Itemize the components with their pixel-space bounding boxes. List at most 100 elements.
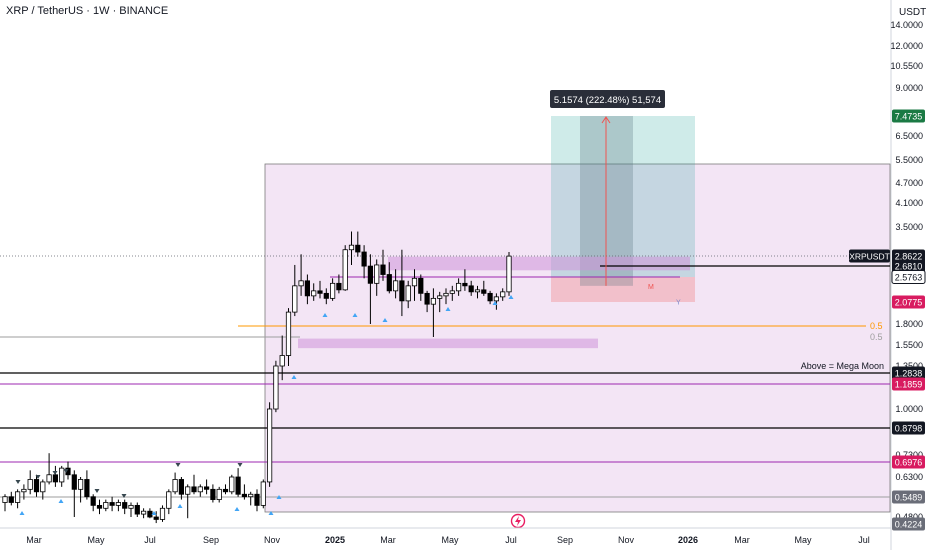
- candle-body[interactable]: [367, 265, 374, 284]
- candle-body[interactable]: [279, 355, 285, 367]
- candle-body[interactable]: [21, 488, 27, 493]
- currency-label[interactable]: USDT: [899, 7, 927, 18]
- candle-body[interactable]: [449, 290, 455, 294]
- candle-body[interactable]: [109, 502, 115, 506]
- candle-body[interactable]: [285, 311, 292, 356]
- candle-body[interactable]: [203, 486, 210, 490]
- candle-body[interactable]: [248, 493, 254, 498]
- candle-body[interactable]: [166, 491, 172, 509]
- candle-body[interactable]: [46, 474, 52, 483]
- candle-body[interactable]: [78, 479, 84, 490]
- candle-body[interactable]: [90, 496, 96, 506]
- candle-body[interactable]: [292, 285, 298, 313]
- stop-zone[interactable]: [551, 277, 695, 302]
- candle-body[interactable]: [241, 493, 247, 498]
- candle-body[interactable]: [437, 295, 443, 299]
- candle-body[interactable]: [59, 467, 65, 483]
- candle-body[interactable]: [8, 496, 14, 503]
- candle-body[interactable]: [317, 290, 323, 294]
- candle-body[interactable]: [443, 292, 449, 297]
- candle-body[interactable]: [128, 504, 134, 509]
- candle-body[interactable]: [222, 488, 229, 493]
- candle-body[interactable]: [399, 280, 405, 302]
- candle-body[interactable]: [153, 516, 159, 520]
- candle-body[interactable]: [84, 479, 90, 498]
- candle-body[interactable]: [418, 277, 424, 294]
- candle-body[interactable]: [468, 285, 474, 293]
- candle-body[interactable]: [134, 504, 140, 515]
- candle-body[interactable]: [229, 476, 235, 493]
- candle-body[interactable]: [115, 502, 121, 506]
- candle-body[interactable]: [506, 255, 512, 293]
- candle-body[interactable]: [103, 502, 109, 509]
- candle-body[interactable]: [235, 476, 241, 495]
- candle-body[interactable]: [2, 496, 8, 503]
- candle-body[interactable]: [323, 292, 329, 299]
- candle-body[interactable]: [430, 297, 437, 305]
- candle-body[interactable]: [197, 486, 203, 493]
- price-label-box[interactable]: [892, 249, 925, 263]
- candle-body[interactable]: [355, 244, 361, 253]
- range-zone-box[interactable]: [264, 163, 891, 513]
- candle-body[interactable]: [298, 280, 304, 287]
- candle-body[interactable]: [140, 510, 147, 515]
- candle-body[interactable]: [159, 507, 166, 520]
- price-label-box[interactable]: [892, 295, 925, 309]
- candle-body[interactable]: [260, 481, 266, 506]
- candle-body[interactable]: [147, 510, 153, 518]
- candle-body[interactable]: [361, 251, 367, 267]
- price-label-box[interactable]: [891, 270, 926, 284]
- demand-bar[interactable]: [298, 338, 598, 349]
- candle-body[interactable]: [487, 292, 493, 302]
- candle-body[interactable]: [33, 479, 40, 493]
- candle-body[interactable]: [27, 479, 33, 490]
- candle-body[interactable]: [336, 282, 342, 291]
- price-label-box[interactable]: [892, 366, 925, 380]
- candle-body[interactable]: [474, 289, 481, 293]
- candle-body[interactable]: [191, 486, 197, 493]
- candle-body[interactable]: [424, 292, 430, 305]
- candle-body[interactable]: [374, 264, 380, 284]
- candle-body[interactable]: [40, 481, 46, 493]
- candle-body[interactable]: [304, 280, 311, 297]
- price-label-box[interactable]: [892, 421, 925, 435]
- candle-body[interactable]: [178, 479, 184, 495]
- price-label-box[interactable]: [892, 490, 925, 504]
- candle-body[interactable]: [122, 502, 128, 509]
- candle-body[interactable]: [493, 296, 500, 302]
- candle-body[interactable]: [342, 249, 348, 291]
- candle-body[interactable]: [380, 264, 386, 275]
- candle-body[interactable]: [273, 365, 279, 410]
- price-label-box[interactable]: [892, 259, 925, 273]
- candle-body[interactable]: [329, 282, 336, 299]
- symbol-tag-box[interactable]: [849, 249, 890, 263]
- price-label-box[interactable]: [892, 377, 925, 391]
- candle-body[interactable]: [386, 274, 392, 292]
- candle-body[interactable]: [14, 491, 21, 503]
- target-zone[interactable]: [551, 116, 695, 277]
- candle-body[interactable]: [96, 504, 103, 509]
- candle-body[interactable]: [210, 488, 216, 500]
- candle-body[interactable]: [411, 277, 418, 287]
- candle-body[interactable]: [500, 291, 506, 298]
- candle-body[interactable]: [462, 282, 468, 287]
- candle-body[interactable]: [71, 474, 77, 490]
- candle-body[interactable]: [172, 479, 178, 493]
- candle-body[interactable]: [266, 408, 273, 483]
- candle-body[interactable]: [52, 474, 59, 483]
- candle-body[interactable]: [348, 244, 355, 251]
- candle-body[interactable]: [216, 488, 222, 500]
- candle-body[interactable]: [455, 282, 462, 292]
- candle-body[interactable]: [392, 280, 399, 292]
- candle-body[interactable]: [185, 486, 191, 495]
- time-tick-label: Mar: [26, 535, 42, 545]
- price-label-box[interactable]: [892, 455, 925, 469]
- price-label-box[interactable]: [892, 109, 925, 123]
- candle-body[interactable]: [311, 290, 317, 297]
- candle-body[interactable]: [405, 285, 411, 302]
- price-label-box[interactable]: [892, 517, 925, 531]
- candle-body[interactable]: [481, 289, 487, 294]
- supply-bar[interactable]: [388, 256, 690, 271]
- candle-body[interactable]: [254, 493, 260, 506]
